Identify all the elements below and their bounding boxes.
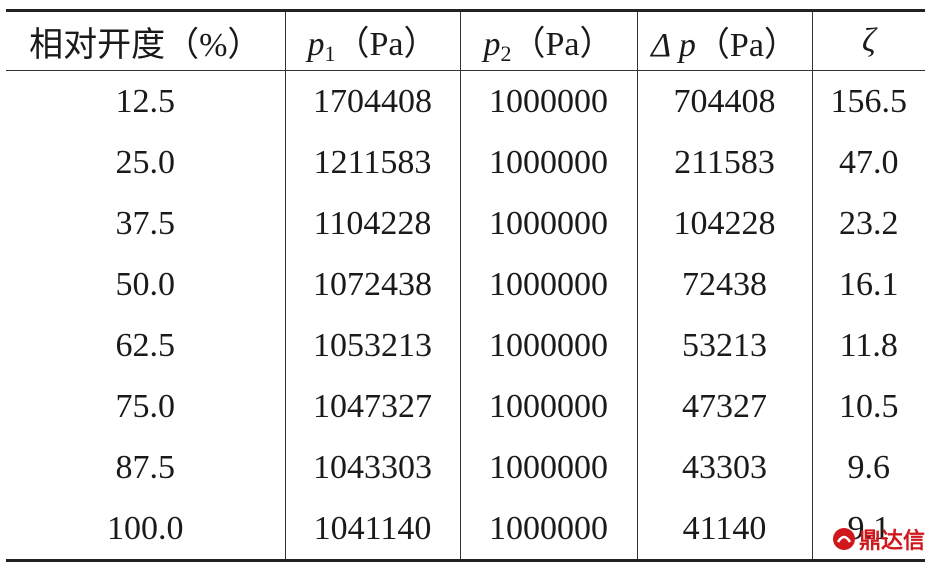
header-symbol: Δ p — [651, 26, 696, 64]
table-cell: 25.0 — [115, 143, 176, 181]
table-cell: 1000000 — [459, 498, 637, 561]
table-row: 25.0 1211583 1000000 211583 47.0 — [6, 132, 925, 193]
header-cell: ζ — [811, 10, 925, 71]
table-row: 50.0 1072438 1000000 72438 16.1 — [6, 254, 925, 315]
table-cell: 704408 — [636, 70, 812, 132]
table-cell: 1000000 — [459, 193, 637, 254]
header-unit: （Pa） — [511, 25, 614, 63]
table-cell: 1000000 — [459, 376, 637, 437]
table-row: 100.0 1041140 1000000 41140 9.1 — [6, 498, 925, 561]
header-cell: p2（Pa） — [459, 10, 637, 71]
table-cell: 72438 — [636, 254, 812, 315]
table-cell: 1000000 — [459, 70, 637, 132]
table-cell: 211583 — [636, 132, 812, 193]
table-cell: 87.5 — [115, 448, 176, 486]
header-cell: Δ p（Pa） — [636, 10, 812, 71]
table-cell: 1043303 — [284, 437, 460, 498]
table-cell: 9.1 — [811, 498, 925, 561]
table-cell: 1000000 — [459, 254, 637, 315]
table-cell: 47327 — [636, 376, 812, 437]
table-cell: 43303 — [636, 437, 812, 498]
table-row: 12.5 1704408 1000000 704408 156.5 — [6, 70, 925, 132]
header-unit: （Pa） — [335, 25, 438, 63]
table-cell: 1053213 — [284, 315, 460, 376]
table-cell: 1000000 — [459, 132, 637, 193]
table-cell: 156.5 — [811, 70, 925, 132]
table-body: 12.5 1704408 1000000 704408 156.5 25.0 1211583… — [6, 70, 925, 561]
watermark-text: 鼎达信 — [858, 529, 925, 554]
table-row: 37.5 1104228 1000000 104228 23.2 — [6, 193, 925, 254]
table-cell: 10.5 — [811, 376, 925, 437]
table-cell: 53213 — [636, 315, 812, 376]
table-cell: 23.2 — [811, 193, 925, 254]
header-cell: p1（Pa） — [284, 10, 460, 71]
table-cell: 11.8 — [811, 315, 925, 376]
watermark: 鼎达信 — [832, 523, 925, 555]
table-row: 87.5 1043303 1000000 43303 9.6 — [6, 437, 925, 498]
table-cell: 1047327 — [284, 376, 460, 437]
table-cell: 1000000 — [459, 315, 637, 376]
header-subscript: 2 — [500, 40, 512, 66]
table-cell: 47.0 — [811, 132, 925, 193]
table-cell: 1104228 — [284, 193, 460, 254]
watermark-logo — [832, 528, 855, 550]
header-cell: 相对开度（%） — [6, 10, 285, 71]
table-cell: 50.0 — [115, 265, 176, 303]
table-cell: 37.5 — [115, 204, 176, 242]
table-cell: 41140 — [636, 498, 812, 561]
table-cell: 1000000 — [459, 437, 637, 498]
data-table: 相对开度（%） p1（Pa） p2（Pa） Δ p（Pa） ζ 12.5 1704408 1… — [6, 9, 925, 562]
table-cell: 1704408 — [284, 70, 460, 132]
table-cell: 12.5 — [115, 82, 176, 120]
header-symbol: p — [307, 25, 325, 63]
table-cell: 75.0 — [115, 387, 176, 425]
header-subscript: 1 — [324, 40, 336, 66]
header-row: 相对开度（%） p1（Pa） p2（Pa） Δ p（Pa） ζ — [6, 10, 925, 71]
table-row: 75.0 1047327 1000000 47327 10.5 — [6, 376, 925, 437]
table-cell: 9.6 — [811, 437, 925, 498]
table-row: 62.5 1053213 1000000 53213 11.8 — [6, 315, 925, 376]
table-cell: 1211583 — [284, 132, 460, 193]
header-symbol: p — [483, 25, 501, 63]
table-cell: 1072438 — [284, 254, 460, 315]
header-unit: （Pa） — [695, 26, 798, 64]
table-cell: 62.5 — [115, 326, 176, 364]
table-cell: 100.0 — [107, 509, 184, 547]
table-cell: 1041140 — [284, 498, 460, 561]
table-cell: 16.1 — [811, 254, 925, 315]
table-cell: 104228 — [636, 193, 812, 254]
